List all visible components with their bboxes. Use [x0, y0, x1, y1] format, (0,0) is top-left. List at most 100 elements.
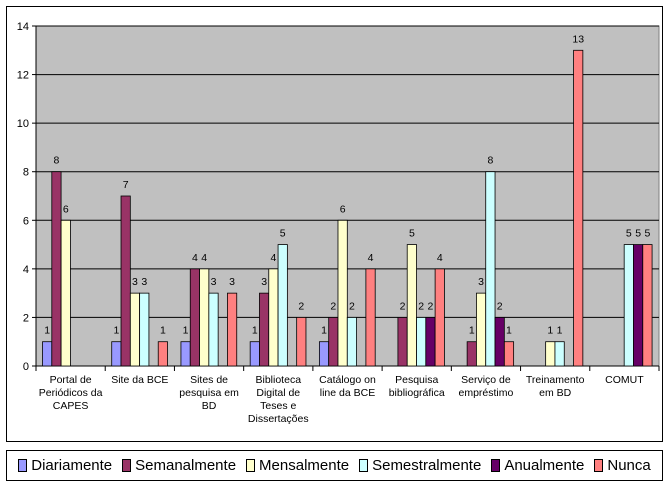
legend-label: Semanalmente [135, 457, 237, 474]
x-tick-label: Serviço de empréstimo [459, 374, 514, 399]
bar [259, 292, 270, 367]
data-label: 2 [418, 300, 424, 312]
data-label: 4 [201, 252, 207, 264]
legend-label: Nunca [607, 457, 651, 474]
legend-label: Diariamente [31, 457, 113, 474]
data-label: 3 [229, 276, 235, 288]
data-label: 6 [340, 203, 346, 215]
bar [406, 244, 417, 367]
bar [60, 219, 71, 367]
y-tick-label: 4 [23, 264, 29, 276]
data-label: 1 [321, 325, 327, 337]
data-label: 5 [626, 228, 632, 240]
bar [554, 341, 565, 367]
bar [189, 268, 200, 367]
data-label: 1 [113, 325, 119, 337]
bar [42, 341, 53, 367]
x-tick-label: Catálogo on line da BCE [319, 374, 376, 399]
bar [328, 317, 339, 367]
data-label: 8 [487, 155, 493, 167]
y-tick-label: 2 [23, 312, 29, 324]
data-label: 1 [557, 325, 563, 337]
bar [466, 341, 477, 367]
x-tick-label: Biblioteca Digital de Teses e Dissertações [248, 374, 309, 425]
x-tick-label: Sites de pesquisa em BD [179, 374, 239, 412]
data-label: 3 [478, 276, 484, 288]
data-label: 3 [132, 276, 138, 288]
bar [476, 292, 487, 367]
legend-swatch [18, 459, 28, 472]
legend-item: Semanalmente [122, 457, 236, 474]
legend-item: Nunca [594, 457, 651, 474]
chart-frame: 0 2 4 6 8 10 12 14 Portal de Periódicos da CAPES Si… [6, 6, 663, 442]
legend-swatch [246, 459, 256, 472]
legend-swatch [359, 459, 369, 472]
y-tick-label: 0 [23, 361, 29, 373]
data-label: 1 [160, 325, 166, 337]
bar [249, 341, 260, 367]
bar [633, 244, 644, 367]
bar [503, 341, 515, 367]
data-label: 4 [270, 252, 276, 264]
bar [129, 292, 141, 367]
bar [573, 49, 584, 367]
bar [227, 292, 238, 367]
bar [120, 195, 131, 367]
bar [623, 244, 634, 367]
bar [277, 244, 288, 367]
data-label: 4 [192, 252, 198, 264]
data-label: 5 [280, 228, 286, 240]
bar [425, 317, 436, 367]
legend-label: Semestralmente [372, 457, 482, 474]
legend-swatch [594, 459, 604, 472]
bar [642, 244, 653, 367]
data-label: 4 [437, 252, 443, 264]
y-tick-label: 6 [23, 215, 29, 227]
data-label: 1 [44, 325, 50, 337]
data-label: 2 [400, 300, 406, 312]
data-label: 2 [298, 300, 304, 312]
bar [268, 268, 279, 367]
legend-item: Semestralmente [359, 457, 481, 474]
bar [434, 268, 445, 367]
bar [208, 292, 219, 367]
bar [111, 341, 122, 367]
y-tick-label: 10 [17, 118, 29, 130]
bar [545, 341, 556, 367]
bar [139, 292, 150, 367]
data-label: 1 [506, 325, 512, 337]
bar [51, 171, 62, 367]
bar [494, 317, 505, 367]
y-tick-label: 12 [17, 70, 29, 82]
data-label: 5 [635, 228, 641, 240]
data-label: 1 [183, 325, 189, 337]
legend-item: Diariamente [18, 457, 112, 474]
y-tick-label: 14 [17, 21, 29, 33]
bar [180, 341, 191, 367]
x-tick-label: Site da BCE [111, 374, 168, 386]
x-tick-label: Portal de Periódicos da CAPES [39, 374, 103, 412]
bar [346, 317, 357, 367]
legend-label: Anualmente [504, 457, 585, 474]
data-label: 3 [211, 276, 217, 288]
data-label: 3 [261, 276, 267, 288]
bar [416, 317, 427, 367]
bar [485, 171, 496, 367]
data-label: 1 [547, 325, 553, 337]
data-label: 6 [63, 203, 69, 215]
bar [199, 268, 210, 367]
legend-label: Mensalmente [259, 457, 350, 474]
legend-item: Mensalmente [246, 457, 349, 474]
legend-item: Anualmente [491, 457, 584, 474]
data-label: 5 [409, 228, 415, 240]
legend-swatch [122, 459, 132, 472]
data-label: 1 [469, 325, 475, 337]
bar [337, 219, 348, 367]
data-label: 8 [54, 155, 60, 167]
data-label: 1 [252, 325, 258, 337]
bar [365, 268, 376, 367]
data-label: 5 [645, 228, 651, 240]
data-label: 2 [349, 300, 355, 312]
data-label: 2 [428, 300, 434, 312]
